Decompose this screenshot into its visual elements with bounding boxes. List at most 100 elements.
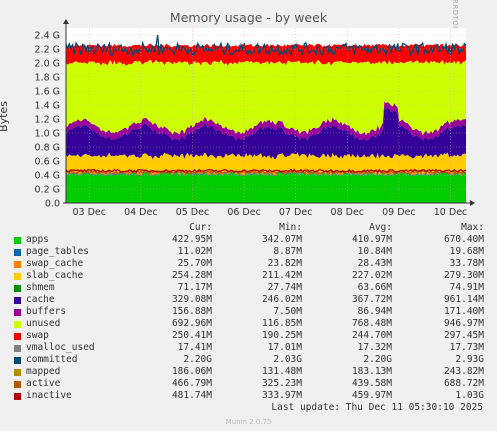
legend-swatch [14, 297, 21, 304]
legend-item-swap-cache: swap_cache 25.70M 23.82M 28.43M 33.78M [12, 258, 492, 270]
y-tick-label: 1.6 G [35, 87, 61, 98]
legend-min: 246.02M [261, 294, 302, 305]
y-tick-label: 0.4 G [35, 171, 61, 182]
legend-name: apps [26, 234, 49, 245]
header-min: Min: [279, 222, 302, 233]
legend-rows: apps 422.95M 342.07M 410.97M 670.40M page_tab… [12, 234, 492, 402]
y-tick-label: 1.8 G [35, 73, 61, 84]
legend-cur: 481.74M [171, 390, 212, 401]
legend-swatch [14, 333, 21, 340]
area-buffers [66, 101, 466, 141]
legend-min: 2.03G [273, 354, 302, 365]
legend-item-inactive: inactive 481.74M 333.97M 459.97M 1.03G [12, 390, 492, 402]
legend-item-vmalloc-used: vmalloc_used 17.41M 17.01M 17.32M 17.73M [12, 342, 492, 354]
legend-min: 190.25M [261, 330, 302, 341]
legend-cur: 250.41M [171, 330, 212, 341]
legend-max: 279.30M [443, 270, 484, 281]
legend-cur: 329.08M [171, 294, 212, 305]
x-tick-label: 05 Dec [176, 207, 210, 218]
header-avg: Avg: [369, 222, 392, 233]
legend-max: 2.93G [455, 354, 484, 365]
legend-avg: 367.72M [351, 294, 392, 305]
munin-version: Munin 2.0.75 [225, 418, 272, 426]
legend-item-committed: committed 2.20G 2.03G 2.20G 2.93G [12, 354, 492, 366]
legend-swatch [14, 357, 21, 364]
y-tick-label: 1.2 G [35, 115, 61, 126]
legend-max: 670.40M [443, 234, 484, 245]
y-tick-label: 1.4 G [35, 101, 61, 112]
legend-item-shmem: shmem 71.17M 27.74M 63.66M 74.91M [12, 282, 492, 294]
legend-cur: 156.88M [171, 306, 212, 317]
legend-swatch [14, 393, 21, 400]
area-cache [66, 107, 466, 160]
y-tick-label: 1.0 G [35, 129, 61, 140]
legend-min: 8.87M [273, 246, 302, 257]
legend-item-buffers: buffers 156.88M 7.50M 86.94M 171.40M [12, 306, 492, 318]
legend-min: 23.82M [267, 258, 302, 269]
legend-item-cache: cache 329.08M 246.02M 367.72M 961.14M [12, 294, 492, 306]
legend-avg: 439.58M [351, 378, 392, 389]
x-tick-label: 10 Dec [434, 207, 468, 218]
legend-name: active [26, 378, 61, 389]
legend-min: 131.48M [261, 366, 302, 377]
x-tick-label: 06 Dec [227, 207, 261, 218]
x-tick-label: 09 Dec [382, 207, 416, 218]
area-apps [66, 172, 466, 203]
header-cur: Cur: [189, 222, 212, 233]
area-slab-cache [66, 152, 466, 174]
area-unused [66, 59, 466, 136]
area-swap-cache [66, 169, 466, 176]
legend-name: swap_cache [26, 258, 84, 269]
y-tick-label: 0.2 G [35, 185, 61, 196]
legend-avg: 17.32M [357, 342, 392, 353]
legend-max: 19.68M [449, 246, 484, 257]
legend-avg: 86.94M [357, 306, 392, 317]
y-tick-label: 2.0 G [35, 59, 61, 70]
legend-swatch [14, 261, 21, 268]
legend-swatch [14, 345, 21, 352]
y-tick-label: 2.4 G [35, 31, 61, 42]
legend-swatch [14, 381, 21, 388]
x-tick-label: 03 Dec [72, 207, 106, 218]
legend-name: buffers [26, 306, 67, 317]
legend-min: 7.50M [273, 306, 302, 317]
x-tick-label: 07 Dec [279, 207, 313, 218]
legend-swatch [14, 285, 21, 292]
legend-avg: 2.20G [363, 354, 392, 365]
legend-swatch [14, 249, 21, 256]
legend-max: 74.91M [449, 282, 484, 293]
legend-swatch [14, 237, 21, 244]
legend-max: 17.73M [449, 342, 484, 353]
y-tick-label: 0.8 G [35, 143, 61, 154]
legend-min: 116.85M [261, 318, 302, 329]
line-inactive [65, 168, 467, 174]
legend-name: mapped [26, 366, 61, 377]
legend-avg: 410.97M [351, 234, 392, 245]
legend-max: 688.72M [443, 378, 484, 389]
legend-item-page-tables: page_tables 11.02M 8.87M 10.84M 19.68M [12, 246, 492, 258]
y-axis-arrow [63, 19, 69, 24]
legend-name: page_tables [26, 246, 89, 257]
legend-max: 961.14M [443, 294, 484, 305]
legend-max: 33.78M [449, 258, 484, 269]
legend-cur: 254.28M [171, 270, 212, 281]
legend-max: 243.82M [443, 366, 484, 377]
legend-avg: 459.97M [351, 390, 392, 401]
legend-max: 171.40M [443, 306, 484, 317]
legend-min: 342.07M [261, 234, 302, 245]
legend-name: vmalloc_used [26, 342, 95, 353]
legend-cur: 17.41M [177, 342, 212, 353]
legend-max: 1.03G [455, 390, 484, 401]
legend-min: 325.23M [261, 378, 302, 389]
legend-avg: 227.02M [351, 270, 392, 281]
legend-max: 297.45M [443, 330, 484, 341]
legend-cur: 71.17M [177, 282, 212, 293]
legend-name: cache [26, 294, 55, 305]
x-axis-arrow [470, 200, 475, 206]
legend-cur: 25.70M [177, 258, 212, 269]
x-tick-label: 04 Dec [124, 207, 158, 218]
legend-swatch [14, 369, 21, 376]
legend-avg: 28.43M [357, 258, 392, 269]
legend-min: 211.42M [261, 270, 302, 281]
y-tick-label: 0.6 G [35, 157, 61, 168]
